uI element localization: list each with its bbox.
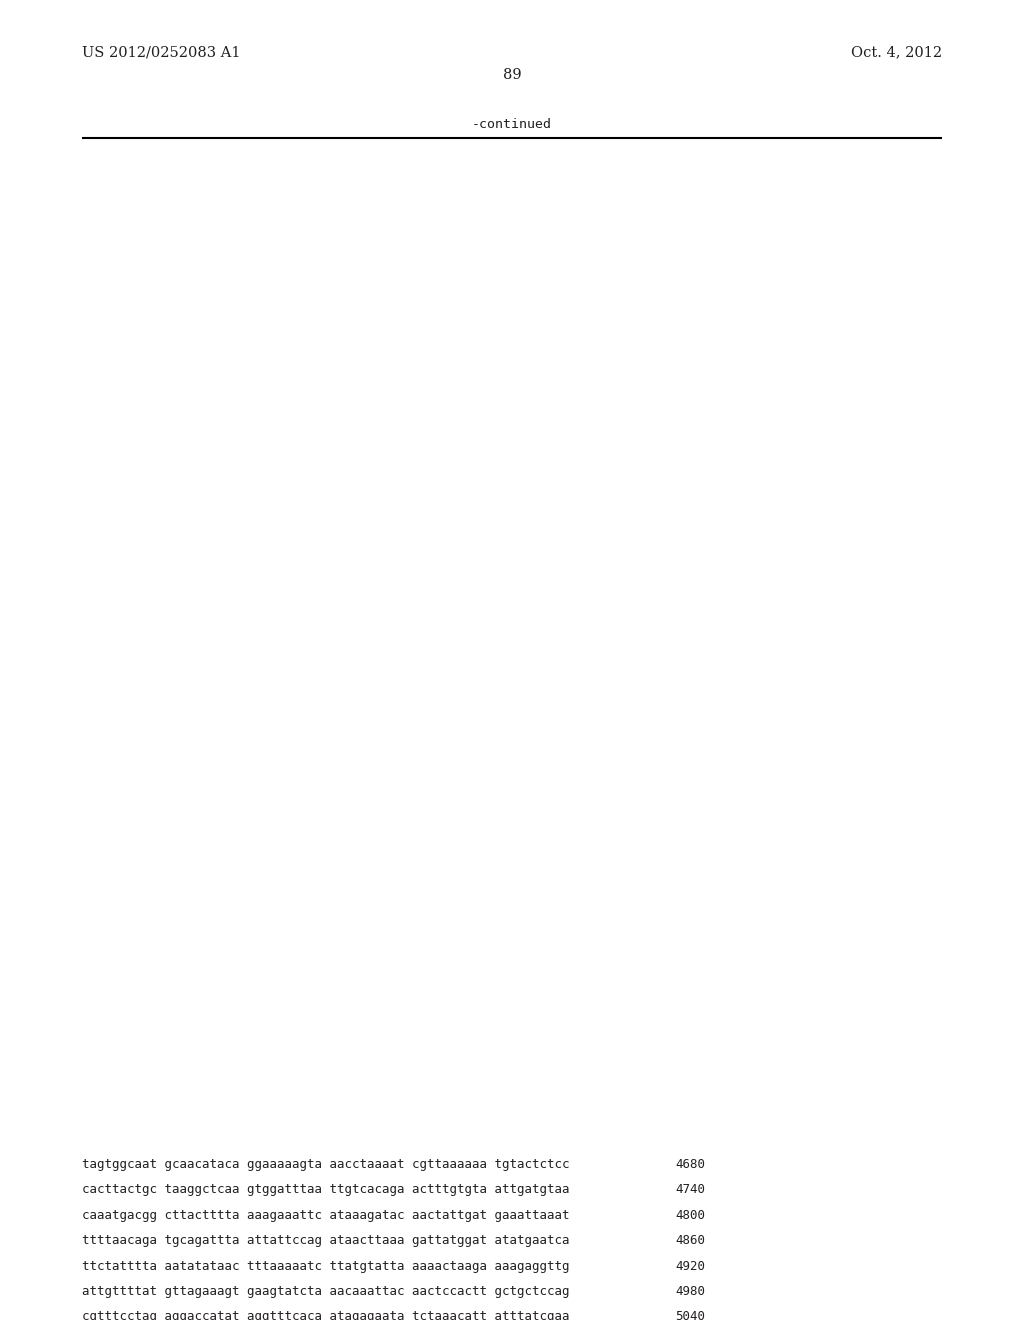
Text: Oct. 4, 2012: Oct. 4, 2012: [851, 45, 942, 59]
Text: tagtggcaat gcaacataca ggaaaaagta aacctaaaat cgttaaaaaa tgtactctcc: tagtggcaat gcaacataca ggaaaaagta aacctaa…: [82, 1158, 569, 1171]
Text: ttttaacaga tgcagattta attattccag ataacttaaa gattatggat atatgaatca: ttttaacaga tgcagattta attattccag ataactt…: [82, 1234, 569, 1247]
Text: caaatgacgg cttactttta aaagaaattc ataaagatac aactattgat gaaattaaat: caaatgacgg cttactttta aaagaaattc ataaaga…: [82, 1209, 569, 1222]
Text: cacttactgc taaggctcaa gtggatttaa ttgtcacaga actttgtgta attgatgtaa: cacttactgc taaggctcaa gtggatttaa ttgtcac…: [82, 1184, 569, 1196]
Text: 4800: 4800: [675, 1209, 705, 1222]
Text: 4980: 4980: [675, 1284, 705, 1298]
Text: ttctatttta aatatataac tttaaaaatc ttatgtatta aaaactaaga aaagaggttg: ttctatttta aatatataac tttaaaaatc ttatgta…: [82, 1259, 569, 1272]
Text: cgtttcctag aggaccatat aggtttcaca atagagaata tctaaacatt atttatcgaa: cgtttcctag aggaccatat aggtttcaca atagaga…: [82, 1311, 569, 1320]
Text: US 2012/0252083 A1: US 2012/0252083 A1: [82, 45, 241, 59]
Text: 4740: 4740: [675, 1184, 705, 1196]
Text: 4860: 4860: [675, 1234, 705, 1247]
Text: 89: 89: [503, 69, 521, 82]
Text: 4920: 4920: [675, 1259, 705, 1272]
Text: 5040: 5040: [675, 1311, 705, 1320]
Text: -continued: -continued: [472, 117, 552, 131]
Text: attgttttat gttagaaagt gaagtatcta aacaaattac aactccactt gctgctccag: attgttttat gttagaaagt gaagtatcta aacaaat…: [82, 1284, 569, 1298]
Text: 4680: 4680: [675, 1158, 705, 1171]
